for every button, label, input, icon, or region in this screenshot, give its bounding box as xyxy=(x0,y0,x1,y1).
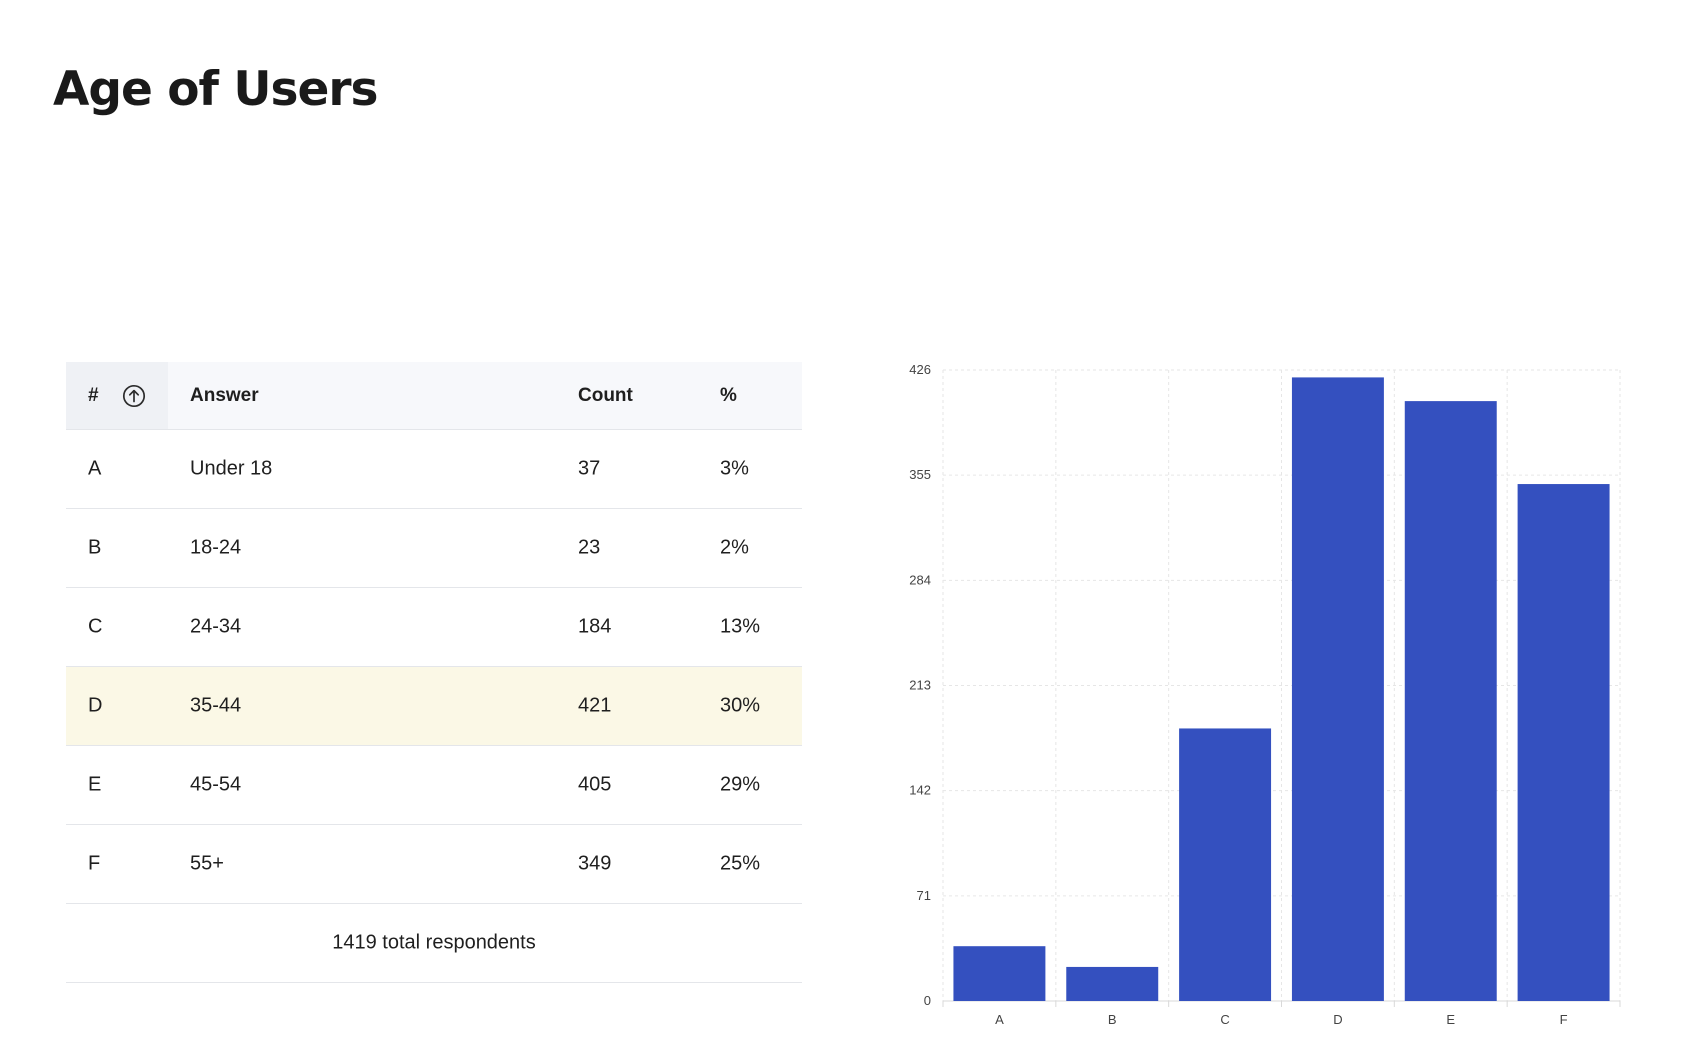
bar-chart: 0 71 142 213 284 355 426 A B C D E F xyxy=(880,355,1640,1035)
row-answer: 55+ xyxy=(190,852,224,875)
row-letter: A xyxy=(88,457,102,480)
row-count: 405 xyxy=(578,773,612,796)
row-answer: 35-44 xyxy=(190,694,242,717)
table-row-e: E 45-54 405 29% xyxy=(66,746,802,825)
bar-chart-svg: 0 71 142 213 284 355 426 A B C D E F xyxy=(909,362,1621,1027)
bar-e xyxy=(1404,401,1497,1002)
row-answer: 18-24 xyxy=(190,536,242,559)
table-row-d: D 35-44 421 30% xyxy=(66,667,802,746)
x-tick-label: D xyxy=(1333,1012,1342,1027)
count-header[interactable]: Count xyxy=(578,384,633,406)
results-table: # Answer Count % A Under 18 37 3% B 18-2… xyxy=(66,362,802,983)
page-title: Age of Users xyxy=(53,62,379,117)
total-respondents: 1419 total respondents xyxy=(332,931,536,954)
answer-header[interactable]: Answer xyxy=(190,384,259,406)
bar-a xyxy=(953,946,1046,1001)
row-letter: F xyxy=(88,852,101,875)
y-tick-label: 284 xyxy=(909,572,931,587)
y-tick-label: 355 xyxy=(909,467,931,482)
row-count: 23 xyxy=(578,536,601,559)
table-footer: 1419 total respondents xyxy=(66,904,802,983)
table-row-c: C 24-34 184 13% xyxy=(66,588,802,667)
row-count: 421 xyxy=(578,694,612,717)
x-tick-label: C xyxy=(1220,1012,1229,1027)
y-tick-label: 142 xyxy=(909,783,931,798)
table-row-b: B 18-24 23 2% xyxy=(66,509,802,588)
row-percent: 29% xyxy=(720,773,761,796)
row-count: 349 xyxy=(578,852,612,875)
y-tick-label: 0 xyxy=(924,993,931,1008)
x-tick-label: A xyxy=(995,1012,1004,1027)
bar-b xyxy=(1066,966,1159,1001)
x-tick-label: B xyxy=(1108,1012,1117,1027)
row-answer: Under 18 xyxy=(190,457,273,480)
percent-header[interactable]: % xyxy=(720,384,737,406)
table-header: # Answer Count % xyxy=(66,362,802,430)
row-answer: 24-34 xyxy=(190,615,242,638)
row-count: 37 xyxy=(578,457,601,480)
row-percent: 13% xyxy=(720,615,761,638)
y-tick-label: 213 xyxy=(909,678,931,693)
y-tick-label: 426 xyxy=(909,362,931,377)
arrow-up-circle-icon[interactable] xyxy=(122,384,146,408)
row-letter: C xyxy=(88,615,103,638)
x-tick-label: E xyxy=(1446,1012,1455,1027)
row-percent: 30% xyxy=(720,694,761,717)
row-answer: 45-54 xyxy=(190,773,242,796)
row-letter: E xyxy=(88,773,102,796)
row-percent: 25% xyxy=(720,852,761,875)
bar-d xyxy=(1291,377,1384,1001)
hash-header: # xyxy=(88,384,99,406)
bar-f xyxy=(1517,484,1610,1002)
row-letter: D xyxy=(88,694,103,717)
table-row-a: A Under 18 37 3% xyxy=(66,430,802,509)
hash-header-cell[interactable] xyxy=(66,362,168,429)
row-percent: 2% xyxy=(720,536,749,559)
table-row-f: F 55+ 349 25% xyxy=(66,825,802,904)
row-percent: 3% xyxy=(720,457,749,480)
x-tick-label: F xyxy=(1560,1012,1568,1027)
row-letter: B xyxy=(88,536,102,559)
bar-c xyxy=(1179,728,1272,1001)
row-count: 184 xyxy=(578,615,612,638)
y-tick-label: 71 xyxy=(917,888,931,903)
